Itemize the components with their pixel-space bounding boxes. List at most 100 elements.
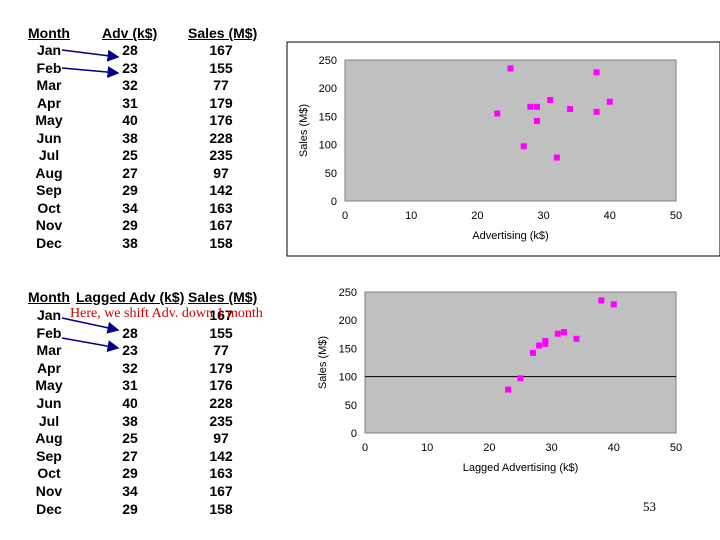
data-point (533, 117, 540, 124)
data-point (533, 103, 540, 110)
table-header-0: Month (28, 25, 70, 41)
y-tick-label: 0 (351, 428, 357, 440)
table-cell: 40 (122, 112, 138, 128)
table-cell: Nov (35, 217, 63, 233)
table-cell: 167 (209, 217, 233, 233)
table-cell: 97 (213, 430, 229, 447)
table-cell: Feb (36, 59, 62, 76)
table-cell: Sep (36, 182, 62, 198)
y-tick-label: 200 (339, 315, 357, 327)
table-cell: 77 (213, 77, 229, 93)
table-cell: 38 (122, 412, 138, 429)
data-point (536, 342, 543, 349)
table-cell: Jan (36, 307, 62, 323)
plot-area (344, 59, 677, 202)
table-cell: 77 (213, 342, 229, 359)
data-point (520, 143, 527, 150)
table-cell: Nov (35, 483, 63, 499)
table-cell: 29 (122, 217, 138, 233)
table-cell: Mar (36, 77, 62, 93)
x-tick-label: 0 (342, 210, 348, 222)
table-cell: Aug (35, 430, 63, 447)
y-tick-label: 0 (331, 196, 337, 208)
table-cell: 25 (122, 430, 138, 447)
table-cell: 158 (209, 234, 233, 251)
table-header-1: Lagged Adv (k$) (76, 289, 185, 305)
data-table-lagged: Month Lagged Adv (k$) Sales (M$) Jan 167 Feb 2… (0, 0, 290, 530)
table-cell: 235 (209, 412, 233, 429)
plot-area (364, 291, 677, 434)
table-cell: Feb (36, 324, 62, 341)
x-tick-label: 50 (670, 442, 682, 454)
table-cell: 235 (209, 147, 233, 163)
table-cell: 25 (122, 147, 138, 163)
y-tick-label: 150 (319, 111, 337, 123)
table-cell: Jul (38, 147, 60, 163)
data-point (517, 375, 524, 382)
data-point (573, 335, 580, 342)
shift-note: Here, we shift Adv. down 1 month (70, 306, 263, 321)
table-cell: 179 (209, 359, 233, 376)
table-cell: 34 (122, 483, 138, 499)
table-cell: Dec (36, 234, 62, 251)
data-point (547, 97, 554, 104)
table-cell: 28 (122, 324, 138, 341)
table-cell: Jun (36, 395, 62, 411)
table-cell: 38 (122, 129, 138, 146)
x-tick-label: 40 (604, 210, 616, 222)
table-cell: 167 (209, 42, 233, 58)
data-point (527, 103, 534, 110)
table-cell: 163 (209, 465, 233, 482)
y-axis-label: Sales (M$) (317, 336, 329, 389)
table-header-2: Sales (M$) (188, 25, 258, 41)
y-tick-label: 50 (325, 168, 337, 180)
y-tick-label: 100 (339, 372, 357, 384)
data-point (610, 301, 617, 308)
y-tick-label: 250 (339, 287, 357, 299)
table-header-2: Sales (M$) (188, 289, 258, 305)
data-point (606, 98, 613, 105)
table-cell: 29 (122, 500, 138, 517)
table-cell: Oct (37, 199, 61, 216)
table-cell: 31 (122, 377, 138, 394)
data-point (593, 69, 600, 76)
data-table-original: Month Adv (k$) Sales (M$) Jan 28 167 Feb 23 155 M… (0, 0, 290, 260)
table-header-0: Month (28, 289, 70, 305)
x-axis-label: Lagged Advertising (k$) (463, 462, 579, 474)
y-tick-label: 250 (319, 55, 337, 67)
data-point (542, 340, 549, 347)
x-tick-label: 0 (362, 442, 368, 454)
table-cell: Sep (36, 447, 62, 464)
table-cell: 158 (209, 500, 233, 517)
table-cell: 228 (209, 395, 233, 411)
table-cell: 40 (122, 395, 138, 411)
x-tick-label: 10 (421, 442, 433, 454)
table-cell: Apr (36, 94, 62, 111)
x-tick-label: 20 (483, 442, 495, 454)
table-cell: 29 (122, 465, 138, 482)
table-cell: 23 (122, 59, 138, 76)
y-tick-label: 150 (339, 343, 357, 355)
table-cell: Dec (36, 500, 62, 517)
x-axis-label: Advertising (k$) (472, 230, 548, 242)
x-tick-label: 50 (670, 210, 682, 222)
data-point (567, 106, 574, 113)
chart-frame (286, 41, 720, 257)
table-cell: Oct (37, 465, 61, 482)
table-cell: Apr (36, 359, 62, 376)
y-tick-label: 200 (319, 83, 337, 95)
y-tick-label: 50 (345, 400, 357, 412)
table-cell: 27 (122, 447, 138, 464)
table-cell: May (35, 112, 63, 128)
table-cell: 27 (122, 164, 138, 181)
table-cell: 155 (209, 324, 233, 341)
data-point (507, 65, 514, 72)
table-header-1: Adv (k$) (102, 25, 158, 41)
table-cell: 155 (209, 59, 233, 76)
table-cell: 179 (209, 94, 233, 111)
table-cell: Jul (38, 412, 60, 429)
data-point (554, 330, 561, 337)
